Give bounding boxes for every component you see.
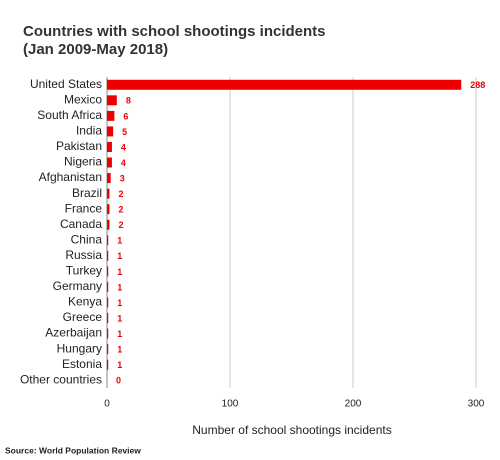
value-label: 6: [123, 111, 128, 121]
value-label: 0: [116, 376, 121, 386]
value-label: 288: [470, 80, 485, 90]
value-label: 1: [117, 251, 122, 261]
value-label: 1: [117, 298, 122, 308]
bar: [107, 173, 111, 184]
bar: [107, 297, 109, 308]
y-tick-label: South Africa: [37, 108, 102, 122]
y-tick-label: Germany: [53, 279, 102, 293]
bar: [107, 250, 109, 261]
y-tick-label: Nigeria: [64, 155, 102, 169]
bar: [107, 281, 109, 292]
x-tick-label: 200: [345, 399, 362, 410]
value-label: 1: [117, 236, 122, 246]
y-tick-label: Greece: [63, 310, 103, 324]
y-tick-label: Hungary: [57, 341, 102, 355]
value-label: 2: [118, 189, 123, 199]
value-label: 1: [117, 313, 122, 323]
value-label: 4: [121, 142, 126, 152]
value-label: 4: [121, 158, 126, 168]
y-tick-label: Kenya: [68, 295, 102, 309]
bar: [107, 204, 110, 215]
value-label: 3: [120, 173, 125, 183]
y-tick-label: Russia: [65, 248, 102, 262]
chart-subtitle: (Jan 2009-May 2018): [23, 41, 168, 58]
bar: [107, 344, 109, 355]
value-label: 2: [118, 205, 123, 215]
value-label: 1: [117, 360, 122, 370]
y-tick-label: Afghanistan: [39, 170, 102, 184]
bar: [107, 79, 462, 90]
bar: [107, 126, 114, 137]
bar: [107, 188, 110, 199]
x-tick-label: 0: [104, 399, 110, 410]
bar: [107, 266, 109, 277]
x-tick-label: 300: [468, 399, 485, 410]
y-tick-label: Turkey: [66, 264, 102, 278]
value-label: 2: [118, 220, 123, 230]
value-label: 1: [117, 282, 122, 292]
y-tick-label: Pakistan: [56, 139, 102, 153]
y-tick-label: Brazil: [72, 186, 102, 200]
value-label: 5: [122, 127, 127, 137]
bar: [107, 110, 115, 121]
bar: [107, 95, 117, 106]
y-tick-label: Estonia: [62, 357, 102, 371]
bar: [107, 157, 112, 168]
y-tick-label: Azerbaijan: [45, 326, 102, 340]
value-label: 8: [126, 96, 131, 106]
chart-title: Countries with school shootings incident…: [23, 23, 326, 40]
y-tick-label: United States: [30, 77, 102, 91]
value-label: 1: [117, 267, 122, 277]
value-label: 1: [117, 345, 122, 355]
y-tick-label: India: [76, 124, 102, 138]
value-label: 1: [117, 329, 122, 339]
y-tick-label: France: [65, 201, 103, 215]
y-tick-label: Other countries: [20, 372, 102, 386]
y-tick-label: China: [71, 232, 103, 246]
bar: [107, 219, 110, 230]
x-tick-label: 100: [222, 399, 239, 410]
bar: [107, 235, 109, 246]
x-axis-title: Number of school shootings incidents: [192, 423, 391, 437]
bar: [107, 359, 109, 370]
y-tick-label: Mexico: [64, 92, 102, 106]
bar: [107, 313, 109, 324]
y-tick-label: Canada: [60, 217, 102, 231]
bar: [107, 328, 109, 339]
source: Source: World Population Review: [5, 445, 141, 455]
bar: [107, 141, 112, 152]
